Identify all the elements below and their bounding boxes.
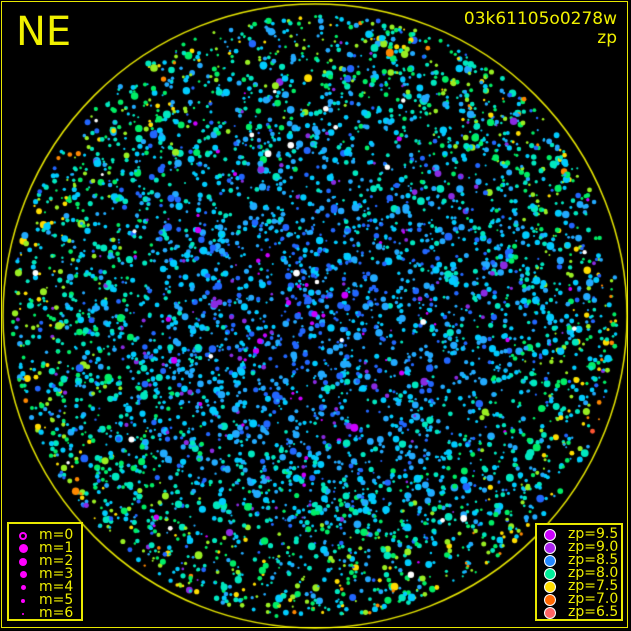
zeropoint-label: zp=7.0 [568,591,619,607]
magnitude-label: m=0 [39,527,74,543]
zeropoint-legend-item: zp=7.0 [542,591,621,607]
magnitude-legend-item: m=6 [15,605,81,621]
zeropoint-color-icon [542,567,558,580]
magnitude-label: m=4 [39,579,74,595]
magnitude-legend-item: m=1 [15,540,81,556]
zeropoint-label: zp=9.0 [568,539,619,555]
magnitude-label: m=6 [39,605,74,621]
zeropoint-legend-item: zp=8.0 [542,565,621,581]
zeropoint-color-icon [542,606,558,619]
zeropoint-color-icon [542,580,558,593]
zeropoint-legend-item: zp=9.0 [542,539,621,555]
zeropoint-legend-item: zp=9.5 [542,526,621,542]
zeropoint-color-icon [542,528,558,541]
camera-direction-label: NE [16,9,72,55]
zeropoint-legend-item: zp=7.5 [542,578,621,594]
magnitude-legend: m=0 m=1 m=2 m=3 m=4 m=5 m=6 [7,522,83,621]
magnitude-legend-item: m=5 [15,592,81,608]
magnitude-legend-item: m=2 [15,553,81,569]
zeropoint-color-icon [542,593,558,606]
zeropoint-legend-item: zp=6.5 [542,604,621,620]
magnitude-legend-item: m=0 [15,527,81,543]
zeropoint-label: zp=8.5 [568,552,619,568]
zeropoint-label: zp=8.0 [568,565,619,581]
magnitude-symbol-icon [15,585,31,590]
magnitude-label: m=3 [39,566,74,582]
magnitude-legend-item: m=3 [15,566,81,582]
magnitude-label: m=1 [39,540,74,556]
frame-sub-text: zp [597,28,617,48]
zeropoint-label: zp=7.5 [568,578,619,594]
magnitude-symbol-icon [15,557,31,566]
zeropoint-legend-item: zp=8.5 [542,552,621,568]
frame-id: 03k61105o0278w zp [464,10,617,48]
magnitude-symbol-icon [15,544,31,553]
magnitude-legend-item: m=4 [15,579,81,595]
zeropoint-color-icon [542,541,558,554]
frame-id-text: 03k61105o0278w [463,9,617,29]
magnitude-label: m=5 [39,592,74,608]
zeropoint-legend: zp=9.5 zp=9.0 zp=8.5 zp=8.0 zp=7.5 zp=7.0 zp=6… [535,523,623,621]
magnitude-symbol-icon [15,612,31,615]
magnitude-symbol-icon [15,598,31,603]
magnitude-label: m=2 [39,553,74,569]
zeropoint-label: zp=6.5 [568,604,619,620]
zeropoint-color-icon [542,554,558,567]
magnitude-symbol-icon [15,571,31,578]
magnitude-symbol-icon [15,531,31,540]
zeropoint-label: zp=9.5 [568,526,619,542]
